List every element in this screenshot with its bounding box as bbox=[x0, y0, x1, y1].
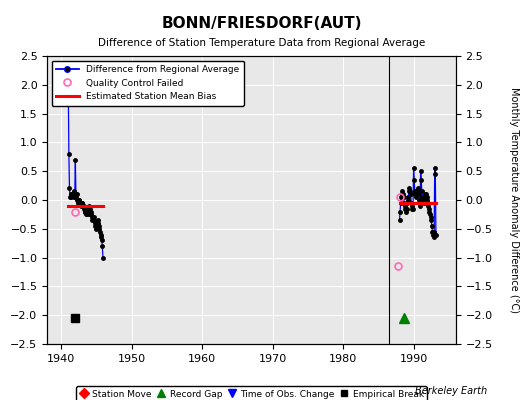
Text: Berkeley Earth: Berkeley Earth bbox=[415, 386, 487, 396]
Y-axis label: Monthly Temperature Anomaly Difference (°C): Monthly Temperature Anomaly Difference (… bbox=[509, 87, 519, 313]
Text: BONN/FRIESDORF(AUT): BONN/FRIESDORF(AUT) bbox=[162, 16, 362, 31]
Text: Difference of Station Temperature Data from Regional Average: Difference of Station Temperature Data f… bbox=[99, 38, 425, 48]
Legend: Station Move, Record Gap, Time of Obs. Change, Empirical Break: Station Move, Record Gap, Time of Obs. C… bbox=[76, 386, 427, 400]
